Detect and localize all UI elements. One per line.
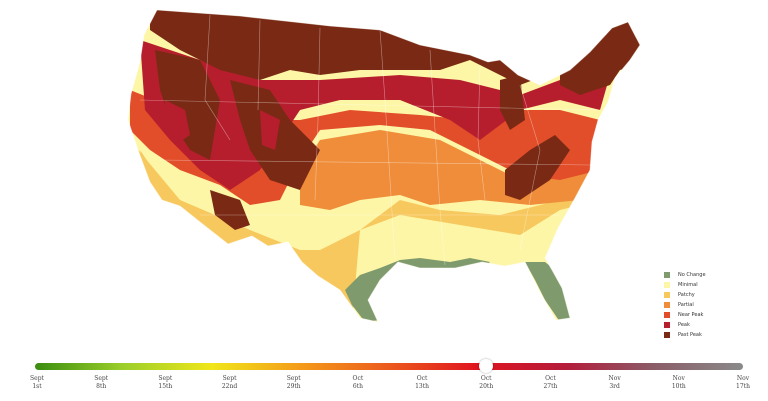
- legend-swatch: [664, 292, 670, 298]
- date-tick-day: 29th: [286, 383, 301, 390]
- date-tick[interactable]: Sept 29th: [274, 375, 314, 391]
- legend-item: Partial: [664, 300, 706, 310]
- date-tick-day: 13th: [415, 383, 430, 390]
- date-tick-day: 1st: [32, 383, 42, 390]
- date-tick-day: 20th: [479, 383, 494, 390]
- date-tick-month: Nov: [608, 375, 621, 382]
- date-tick-month: Oct: [545, 375, 556, 382]
- date-tick-month: Nov: [672, 375, 685, 382]
- legend-label: No Change: [678, 272, 706, 278]
- date-tick-day: 6th: [352, 383, 363, 390]
- date-tick-day: 17th: [736, 383, 750, 390]
- date-tick[interactable]: Nov 3rd: [595, 375, 635, 391]
- date-tick[interactable]: Sept 15th: [145, 375, 185, 391]
- legend-label: Patchy: [678, 292, 695, 298]
- legend-swatch: [664, 312, 670, 318]
- date-tick[interactable]: Sept 8th: [81, 375, 121, 391]
- legend-item: Peak: [664, 320, 706, 330]
- date-tick-day: 10th: [671, 383, 686, 390]
- legend-item: Patchy: [664, 290, 706, 300]
- date-tick-month: Sept: [30, 375, 44, 382]
- date-tick-month: Sept: [158, 375, 173, 382]
- date-tick-day: 15th: [158, 383, 173, 390]
- legend-label: Past Peak: [678, 332, 702, 338]
- legend-label: Near Peak: [678, 312, 704, 318]
- legend-item: Past Peak: [664, 330, 706, 340]
- legend-swatch: [664, 282, 670, 288]
- legend-item: Near Peak: [664, 310, 706, 320]
- date-tick[interactable]: Oct 6th: [338, 375, 378, 391]
- date-tick-month: Oct: [352, 375, 364, 382]
- legend-swatch: [664, 272, 670, 278]
- date-tick[interactable]: Sept 22nd: [210, 375, 250, 391]
- legend: No Change Minimal Patchy Partial Near Peak Pe…: [664, 270, 706, 340]
- date-tick[interactable]: Sept 1st: [17, 375, 57, 391]
- date-tick-month: Sept: [222, 375, 237, 382]
- date-tick-day: 27th: [543, 383, 558, 390]
- date-tick-month: Sept: [286, 375, 301, 382]
- date-slider-track[interactable]: [35, 363, 743, 370]
- us-foliage-map: [127, 9, 641, 323]
- date-tick[interactable]: Nov 10th: [659, 375, 699, 391]
- date-tick-day: 8th: [96, 383, 107, 390]
- date-tick-month: Sept: [94, 375, 109, 382]
- legend-label: Minimal: [678, 282, 698, 288]
- legend-label: Peak: [678, 322, 690, 328]
- date-tick-month: Nov: [736, 375, 750, 382]
- date-tick-month: Oct: [416, 375, 428, 382]
- legend-swatch: [664, 302, 670, 308]
- legend-item: No Change: [664, 270, 706, 280]
- date-tick-day: 3rd: [609, 383, 620, 390]
- date-slider-thumb[interactable]: [479, 359, 494, 373]
- legend-label: Partial: [678, 302, 694, 308]
- legend-swatch: [664, 322, 670, 328]
- date-tick[interactable]: Oct 20th: [466, 375, 506, 391]
- date-tick-day: 22nd: [221, 383, 238, 390]
- date-tick-month: Oct: [480, 375, 492, 382]
- date-tick[interactable]: Oct 13th: [402, 375, 442, 391]
- legend-swatch: [664, 332, 670, 338]
- date-tick[interactable]: Oct 27th: [530, 375, 570, 391]
- date-tick[interactable]: Nov 17th: [723, 375, 763, 391]
- legend-item: Minimal: [664, 280, 706, 290]
